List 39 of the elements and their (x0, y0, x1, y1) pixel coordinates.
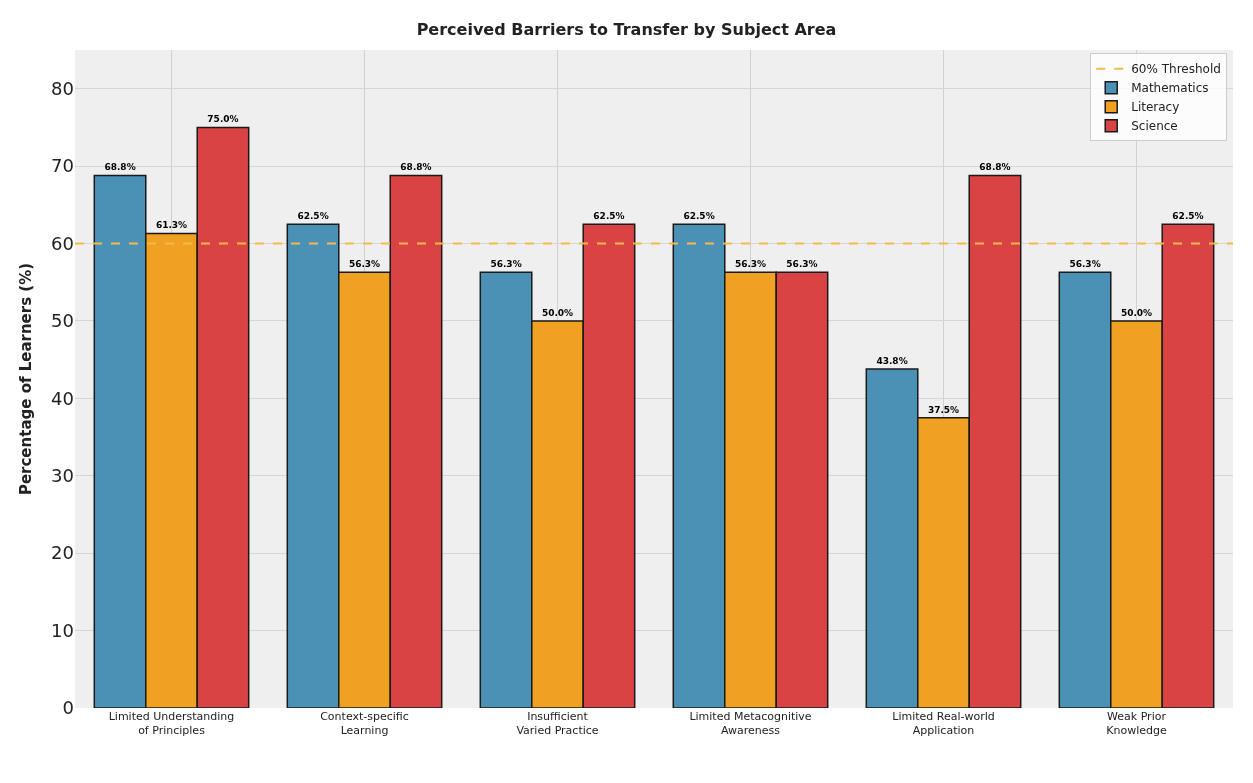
data-label: 68.8% (400, 162, 432, 173)
y-axis-title: Percentage of Learners (%) (17, 262, 36, 496)
x-tick-label: Weak Prior Knowledge (1106, 710, 1167, 738)
data-label: 56.3% (734, 259, 767, 270)
x-tick-label: Limited Understanding of Principles (108, 710, 235, 738)
data-label: 56.3% (786, 259, 818, 270)
x-tick-label: Context-specific Learning (320, 710, 409, 738)
legend-label: Literacy (1131, 100, 1180, 115)
y-tick-label: 30 (51, 465, 74, 487)
data-label: 62.5% (593, 211, 625, 222)
legend-label: 60% Threshold (1131, 62, 1221, 77)
data-label: 61.3% (155, 220, 188, 231)
y-tick-label: 80 (51, 78, 74, 100)
data-label: 68.8% (979, 162, 1011, 173)
data-label: 50.0% (1120, 307, 1153, 318)
data-label: 43.8% (876, 355, 908, 366)
data-label: 37.5% (927, 404, 960, 415)
y-tick-label: 0 (62, 697, 74, 719)
y-tick-label: 70 (51, 155, 74, 177)
y-tick-label: 40 (51, 387, 74, 409)
x-tick-label: Limited Metacognitive Awareness (689, 710, 812, 738)
data-label: 62.5% (297, 211, 329, 222)
data-label: 56.3% (490, 259, 522, 270)
data-label: 62.5% (683, 211, 715, 222)
y-tick-label: 10 (51, 619, 74, 641)
data-label: 68.8% (104, 162, 136, 173)
data-label: 75.0% (207, 114, 239, 125)
data-label: 56.3% (1069, 259, 1101, 270)
y-tick-label: 50 (51, 310, 74, 332)
y-tick-label: 60 (51, 232, 74, 254)
x-tick-label: Insufficient Varied Practice (516, 710, 599, 738)
y-tick-label: 20 (51, 542, 74, 564)
data-label: 56.3% (348, 259, 381, 270)
legend-label: Science (1131, 119, 1178, 134)
chart-title: Perceived Barriers to Transfer by Subject Area (416, 19, 837, 39)
x-tick-label: Limited Real-world Application (892, 710, 995, 738)
legend-label: Mathematics (1131, 81, 1209, 96)
data-label: 62.5% (1172, 211, 1204, 222)
data-label: 50.0% (541, 307, 574, 318)
